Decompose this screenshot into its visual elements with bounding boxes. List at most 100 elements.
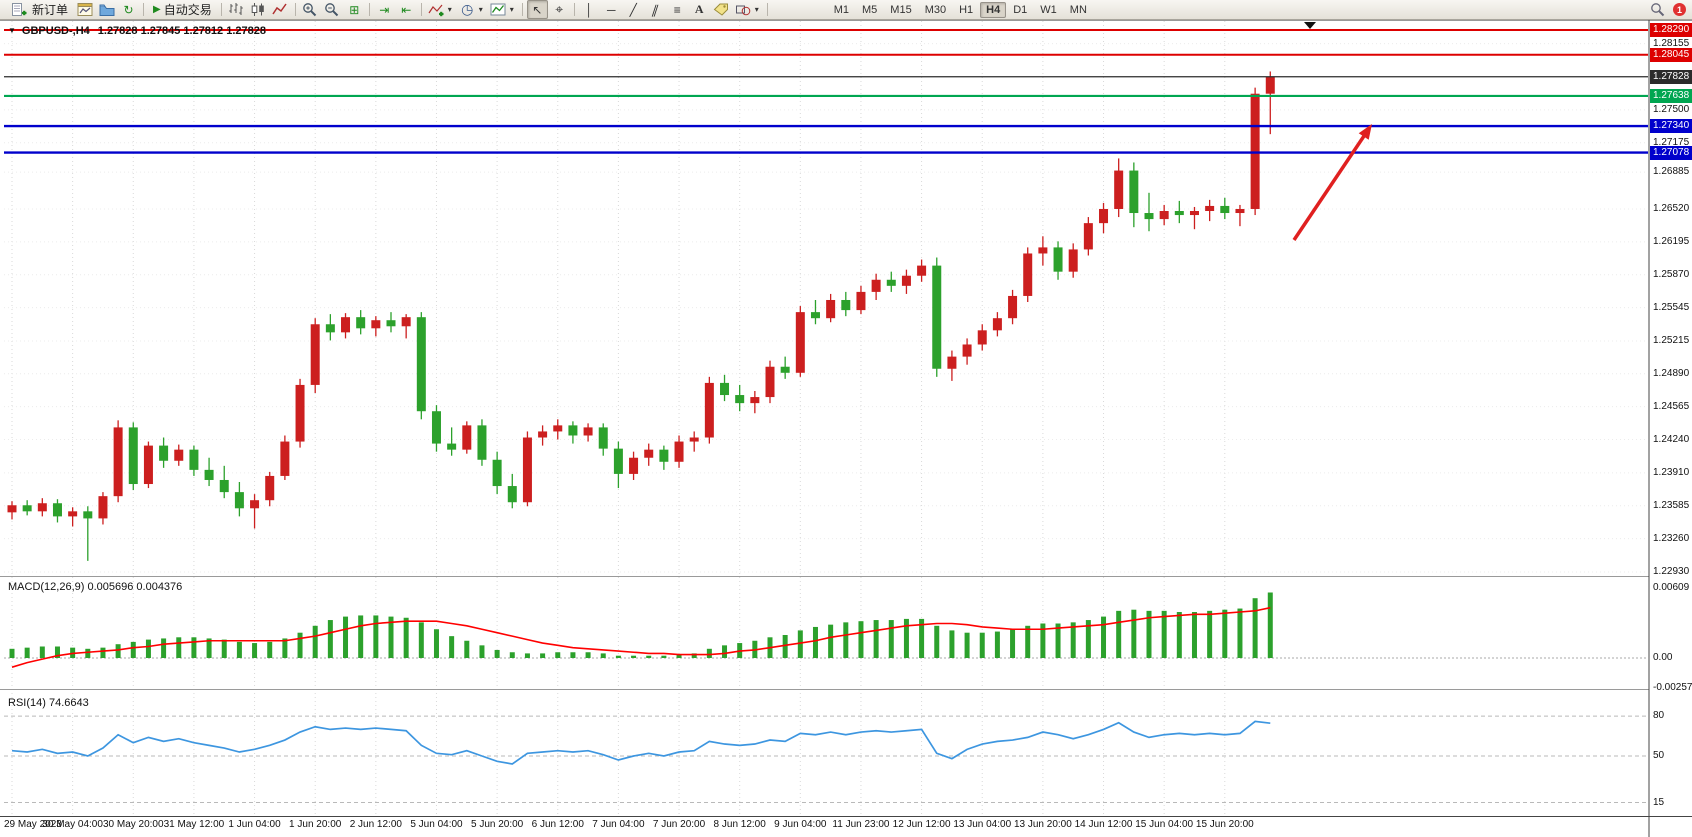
time-label: 30 May 04:00 [42, 819, 103, 830]
time-axis[interactable]: 29 May 2023 30 May 04:00 30 May 20:00 31 Ma… [0, 819, 1650, 837]
time-label: 9 Jun 04:00 [774, 819, 827, 830]
rsi-indicator-label: RSI(14) 74.6643 [8, 697, 89, 709]
timeframe-M30[interactable]: M30 [919, 2, 952, 18]
price-tick: 1.24240 [1653, 433, 1690, 445]
time-label: 12 Jun 12:00 [892, 819, 951, 830]
text-tool-icon[interactable]: A [694, 2, 704, 16]
price-tick: 1.27175 [1653, 136, 1690, 148]
price-tick: 1.25215 [1653, 334, 1690, 346]
templates-caret-icon[interactable]: ▾ [509, 5, 514, 14]
timeframe-M1[interactable]: M1 [828, 2, 855, 18]
label-tool-icon[interactable] [711, 0, 732, 19]
price-badge: 1.28290 [1650, 23, 1692, 37]
toolbar-separator [368, 3, 370, 16]
time-label: 5 Jun 04:00 [410, 819, 463, 830]
autotrade-button[interactable]: ▶ 自动交易 [148, 1, 217, 19]
time-label: 7 Jun 20:00 [652, 819, 706, 830]
price-badge: 1.27828 [1650, 69, 1692, 84]
vertical-line-tool-icon[interactable]: │ [585, 2, 593, 17]
templates-icon[interactable] [488, 0, 509, 19]
time-label: 15 Jun 04:00 [1135, 819, 1194, 830]
bar-chart-type-icon[interactable] [226, 0, 247, 19]
new-chart-icon[interactable] [74, 0, 95, 19]
crosshair-tool-icon[interactable]: ⌖ [555, 1, 564, 17]
periods-clock-icon[interactable]: ◷ [461, 1, 474, 17]
macd-tick: 0.00609 [1653, 581, 1690, 593]
auto-scroll-icon[interactable]: ⇥ [379, 2, 390, 17]
indicators-icon[interactable] [426, 0, 447, 19]
price-tick: 1.23585 [1653, 499, 1690, 511]
price-tick: 1.22930 [1653, 566, 1690, 577]
timeframe-H4[interactable]: H4 [980, 1, 1007, 18]
fibonacci-tool-icon[interactable]: ≡ [673, 2, 681, 17]
time-label: 14 Jun 12:00 [1074, 819, 1133, 830]
toolbar-separator [420, 3, 422, 16]
time-label: 1 Jun 20:00 [289, 819, 342, 830]
timeframe-M15[interactable]: M15 [884, 2, 917, 18]
new-order-button[interactable]: 新订单 [3, 1, 73, 19]
trendline-tool-icon[interactable]: ╱ [629, 2, 637, 17]
price-badge: 1.28045 [1650, 47, 1692, 62]
rsi-tick: 15 [1653, 796, 1665, 808]
cursor-tool-icon[interactable]: ↖ [526, 0, 548, 19]
price-tick: 1.28155 [1653, 37, 1690, 49]
zoom-out-icon[interactable] [322, 0, 343, 19]
price-tick: 1.23260 [1653, 532, 1690, 544]
time-label: 6 Jun 12:00 [531, 819, 584, 830]
time-label: 8 Jun 12:00 [713, 819, 766, 830]
line-chart-type-icon[interactable] [270, 0, 291, 19]
chart-area[interactable] [0, 19, 1692, 837]
search-icon[interactable] [1647, 0, 1668, 19]
toolbar-separator [220, 3, 222, 16]
time-label: 15 Jun 20:00 [1195, 819, 1254, 830]
time-label: 29 May 2023 [4, 819, 62, 830]
chart-shift-icon[interactable]: ⇤ [401, 2, 412, 17]
time-label: 31 May 12:00 [163, 819, 225, 830]
toolbar-right-group: 1 [1647, 0, 1689, 19]
price-tick: 1.23910 [1653, 466, 1690, 478]
timeframe-W1[interactable]: W1 [1034, 2, 1063, 18]
zoom-in-icon[interactable] [300, 0, 321, 19]
price-tick: 1.26520 [1653, 202, 1690, 214]
time-label: 13 Jun 20:00 [1013, 819, 1072, 830]
candlestick-type-icon[interactable] [248, 0, 269, 19]
macd-tick: 0.00 [1653, 652, 1673, 663]
profiles-icon[interactable] [96, 0, 117, 19]
time-label: 1 Jun 04:00 [228, 819, 281, 830]
toolbar-separator [766, 3, 768, 16]
price-tick: 1.24890 [1653, 367, 1690, 379]
timeframe-M5[interactable]: M5 [856, 2, 883, 18]
time-label: 13 Jun 04:00 [953, 819, 1012, 830]
price-badge: 1.27638 [1650, 88, 1692, 103]
timeframe-H1[interactable]: H1 [953, 2, 979, 18]
timeframe-D1[interactable]: D1 [1007, 2, 1033, 18]
notification-badge[interactable]: 1 [1673, 3, 1686, 16]
indicators-caret-icon[interactable]: ▾ [447, 5, 452, 14]
price-tick: 1.26195 [1653, 235, 1690, 247]
toolbar-separator [294, 3, 296, 16]
tile-windows-icon[interactable]: ⊞ [349, 2, 360, 17]
toolbar-separator [143, 3, 145, 16]
autotrade-label: 自动交易 [163, 3, 212, 17]
time-label: 2 Jun 12:00 [349, 819, 402, 830]
price-tick: 1.24565 [1653, 400, 1690, 412]
channel-tool-icon[interactable]: ∥ [649, 2, 661, 17]
price-badge: 1.27340 [1650, 119, 1692, 134]
price-axis[interactable]: 1.28290 1.28045 1.27828 1.27638 1.27340 1.270… [1650, 0, 1692, 837]
one-click-trading-icon[interactable]: ▼ [8, 26, 16, 35]
timeframe-MN[interactable]: MN [1064, 2, 1093, 18]
new-order-icon [8, 0, 29, 19]
price-tick: 1.27500 [1653, 103, 1690, 115]
periods-caret-icon[interactable]: ▾ [478, 5, 483, 14]
shapes-tool-icon[interactable] [733, 0, 754, 19]
horizontal-line-tool-icon[interactable]: ─ [606, 2, 616, 17]
ohlc-values: 1.27828 1.27845 1.27812 1.27828 [97, 25, 266, 37]
refresh-icon[interactable]: ↻ [123, 2, 134, 17]
time-label: 5 Jun 20:00 [470, 819, 524, 830]
rsi-tick: 50 [1653, 750, 1665, 761]
time-label: 11 Jun 23:00 [832, 819, 890, 830]
toolbar: 新订单 ↻ ▶ 自动交易 ⊞ ⇥ ⇤ ▾ ◷ ▾ ▾ ↖ ⌖ │ ─ ╱ ∥ ≡ [0, 0, 1692, 20]
symbol-period-label: GBPUSD-,H4 [21, 25, 90, 37]
time-label: 7 Jun 04:00 [592, 819, 645, 830]
shapes-caret-icon[interactable]: ▾ [754, 5, 759, 14]
